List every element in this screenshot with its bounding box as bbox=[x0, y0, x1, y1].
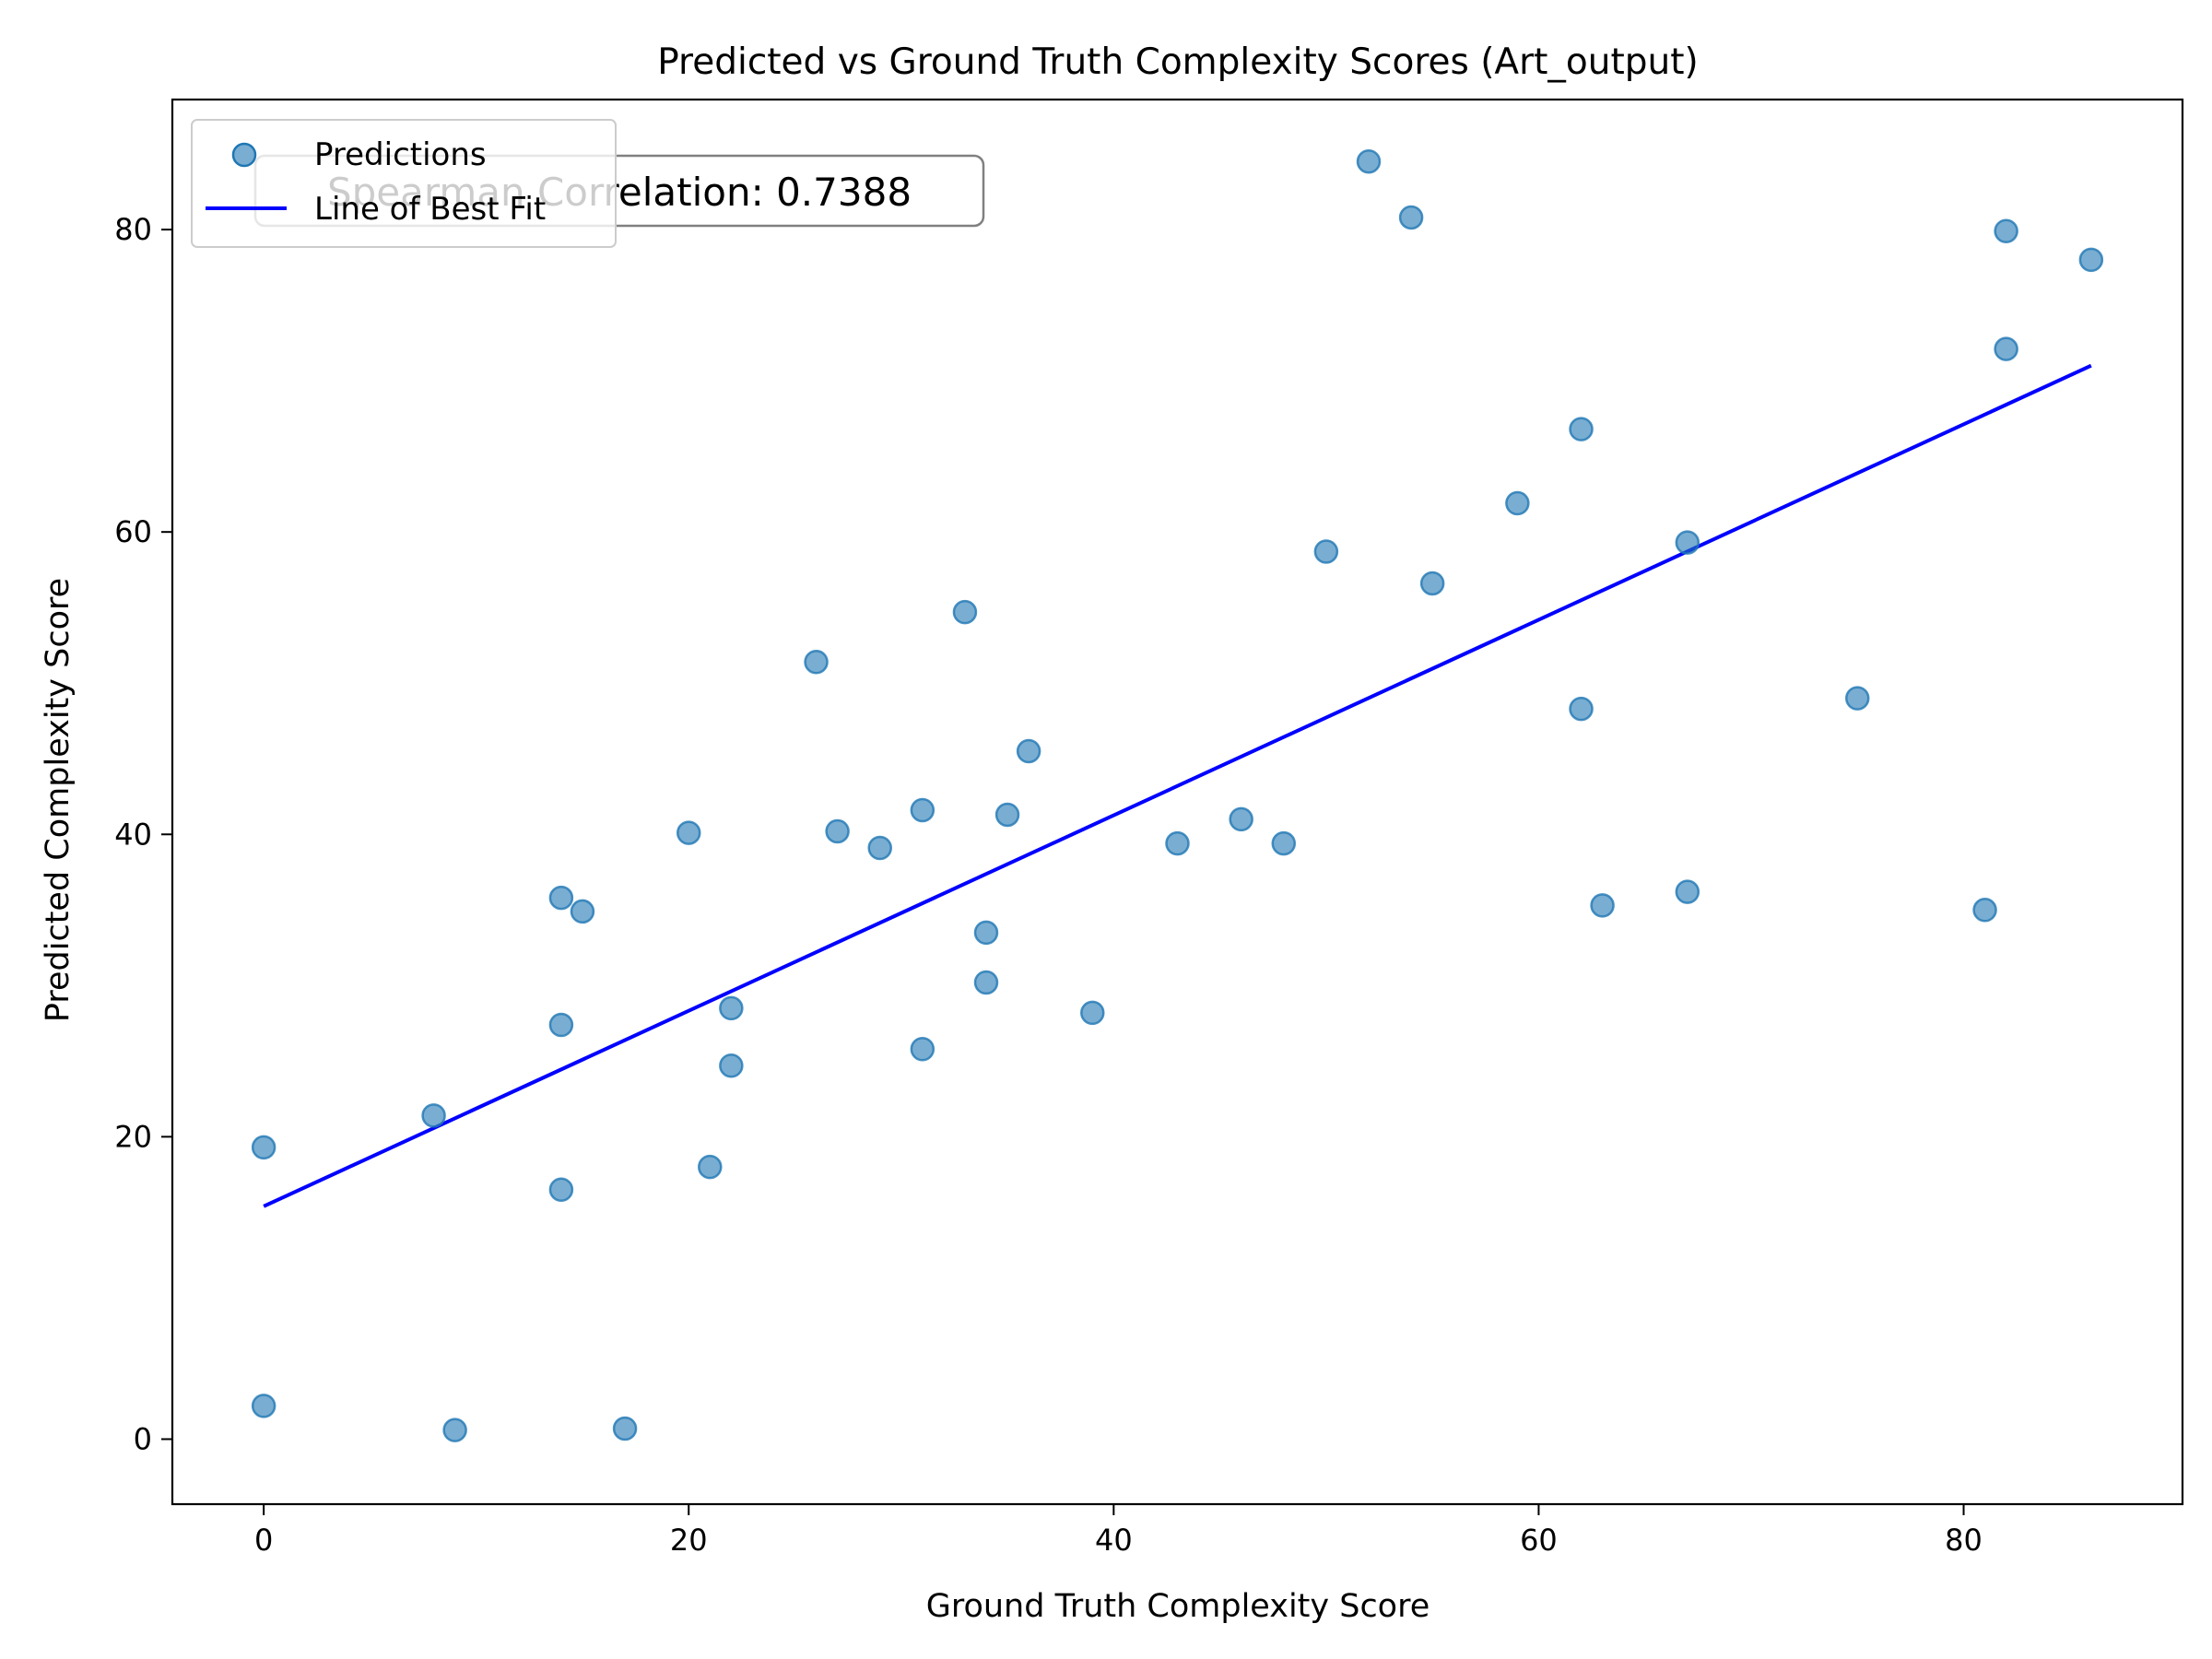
scatter-point-3 bbox=[442, 1418, 467, 1442]
x-tick-label: 20 bbox=[670, 1523, 708, 1558]
best-fit-line bbox=[263, 363, 2092, 1208]
scatter-point-15 bbox=[867, 835, 892, 861]
y-tick-label: 20 bbox=[114, 1119, 152, 1154]
y-tick-label: 40 bbox=[114, 817, 152, 852]
scatter-point-18 bbox=[952, 599, 978, 625]
scatter-point-25 bbox=[1229, 806, 1253, 832]
x-tick-label: 0 bbox=[254, 1523, 273, 1558]
scatter-point-2 bbox=[421, 1103, 446, 1128]
scatter-point-12 bbox=[719, 1053, 744, 1078]
scatter-point-8 bbox=[612, 1416, 638, 1441]
scatter-point-28 bbox=[1356, 149, 1382, 174]
scatter-point-7 bbox=[570, 899, 595, 924]
scatter-point-9 bbox=[676, 820, 701, 845]
scatter-point-0 bbox=[251, 1135, 276, 1160]
x-axis-label: Ground Truth Complexity Score bbox=[926, 1588, 1430, 1625]
y-tick-label: 80 bbox=[114, 212, 152, 247]
plot-area bbox=[251, 149, 2104, 1442]
scatter-point-40 bbox=[1994, 336, 2018, 361]
scatter-point-35 bbox=[1675, 530, 1700, 555]
scatter-point-33 bbox=[1569, 696, 1594, 722]
y-tick-label: 60 bbox=[114, 514, 152, 549]
scatter-point-24 bbox=[1165, 830, 1190, 856]
y-axis-label: Predicted Complexity Score bbox=[40, 578, 76, 1022]
scatter-point-11 bbox=[719, 995, 744, 1021]
axes-frame bbox=[171, 98, 2184, 1506]
legend-marker-predictions bbox=[231, 142, 257, 168]
scatter-point-34 bbox=[1590, 893, 1615, 918]
x-axis-ticks: 0 20 40 60 80 bbox=[254, 1504, 1983, 1558]
scatter-point-6 bbox=[548, 1177, 574, 1203]
x-tick-label: 60 bbox=[1520, 1523, 1558, 1558]
scatter-point-4 bbox=[548, 885, 574, 911]
scatter-point-21 bbox=[994, 802, 1020, 828]
scatter-point-14 bbox=[825, 818, 850, 844]
scatter-point-32 bbox=[1569, 417, 1594, 441]
y-tick-label: 0 bbox=[134, 1421, 152, 1456]
y-axis-ticks: 0 20 40 60 80 bbox=[114, 212, 172, 1456]
scatter-point-38 bbox=[1972, 898, 1997, 923]
scatter-point-41 bbox=[2078, 247, 2104, 273]
scatter-point-1 bbox=[251, 1394, 276, 1418]
scatter-point-26 bbox=[1271, 830, 1297, 856]
scatter-point-31 bbox=[1505, 490, 1530, 516]
scatter-point-17 bbox=[910, 1036, 935, 1062]
scatter-point-20 bbox=[973, 970, 999, 995]
scatter-point-23 bbox=[1080, 1000, 1105, 1026]
scatter-points bbox=[251, 149, 2104, 1442]
scatter-point-5 bbox=[548, 1012, 574, 1038]
chart-title: Predicted vs Ground Truth Complexity Sco… bbox=[657, 41, 1699, 83]
scatter-point-29 bbox=[1398, 205, 1424, 230]
legend: Predictions Line of Best Fit bbox=[191, 119, 617, 248]
scatter-point-16 bbox=[910, 797, 935, 823]
legend-label-best-fit: Line of Best Fit bbox=[314, 191, 546, 228]
scatter-point-13 bbox=[804, 650, 829, 675]
legend-box bbox=[191, 119, 617, 248]
scatter-point-22 bbox=[1016, 738, 1041, 764]
legend-label-predictions: Predictions bbox=[314, 136, 487, 173]
scatter-point-27 bbox=[1313, 539, 1339, 564]
scatter-point-36 bbox=[1675, 879, 1700, 904]
scatter-point-10 bbox=[698, 1154, 723, 1180]
scatter-point-37 bbox=[1845, 686, 1870, 711]
x-tick-label: 80 bbox=[1945, 1523, 1983, 1558]
scatter-point-30 bbox=[1419, 571, 1445, 596]
scatter-point-19 bbox=[973, 920, 999, 946]
scatter-point-39 bbox=[1994, 218, 2018, 243]
x-tick-label: 40 bbox=[1095, 1523, 1133, 1558]
